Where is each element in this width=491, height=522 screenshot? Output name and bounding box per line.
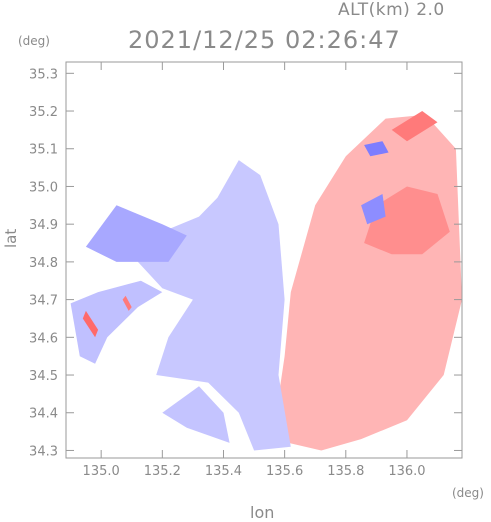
velocity-field: [70, 111, 462, 451]
region-red-band-north: [391, 111, 438, 142]
altitude-label: ALT(km) 2.0: [338, 0, 445, 20]
region-red-streak-w: [122, 295, 132, 311]
x-axis-unit: (deg): [452, 486, 484, 500]
x-axis-label: lon: [250, 503, 275, 522]
region-blue-band-north: [364, 141, 389, 157]
region-blue-south: [162, 386, 230, 443]
y-tick-label: 35.2: [29, 105, 58, 120]
x-tick-label: 135.6: [266, 464, 303, 479]
region-blue-band-ne: [361, 194, 386, 225]
y-tick-label: 34.8: [29, 256, 58, 271]
region-blue-west: [85, 205, 187, 262]
y-tick-label: 34.3: [29, 444, 58, 459]
x-tick-label: 135.8: [327, 464, 364, 479]
y-axis-unit: (deg): [18, 34, 50, 48]
plot-frame: [65, 61, 463, 459]
y-tick-label: 34.4: [29, 407, 58, 422]
region-red-core: [364, 186, 450, 255]
region-red-streak-sw: [82, 310, 99, 338]
y-tick-label: 34.7: [29, 294, 58, 309]
y-tick-label: 34.5: [29, 369, 58, 384]
region-blue-southwest: [70, 280, 163, 364]
x-tick-label: 135.2: [144, 464, 181, 479]
y-tick-label: 35.1: [29, 143, 58, 158]
y-tick-label: 34.9: [29, 218, 58, 233]
y-tick-label: 35.3: [29, 67, 58, 82]
axis-ticks: 135.0 135.2 135.4 135.6 135.8 136.0 34.3 34.4 34…: [29, 62, 462, 479]
x-tick-label: 135.0: [83, 464, 120, 479]
region-red-east: [272, 114, 462, 451]
y-tick-label: 34.6: [29, 331, 58, 346]
x-tick-label: 135.4: [205, 464, 242, 479]
y-tick-label: 35.0: [29, 180, 58, 195]
timestamp-title: 2021/12/25 02:26:47: [128, 26, 401, 54]
x-tick-label: 136.0: [388, 464, 425, 479]
